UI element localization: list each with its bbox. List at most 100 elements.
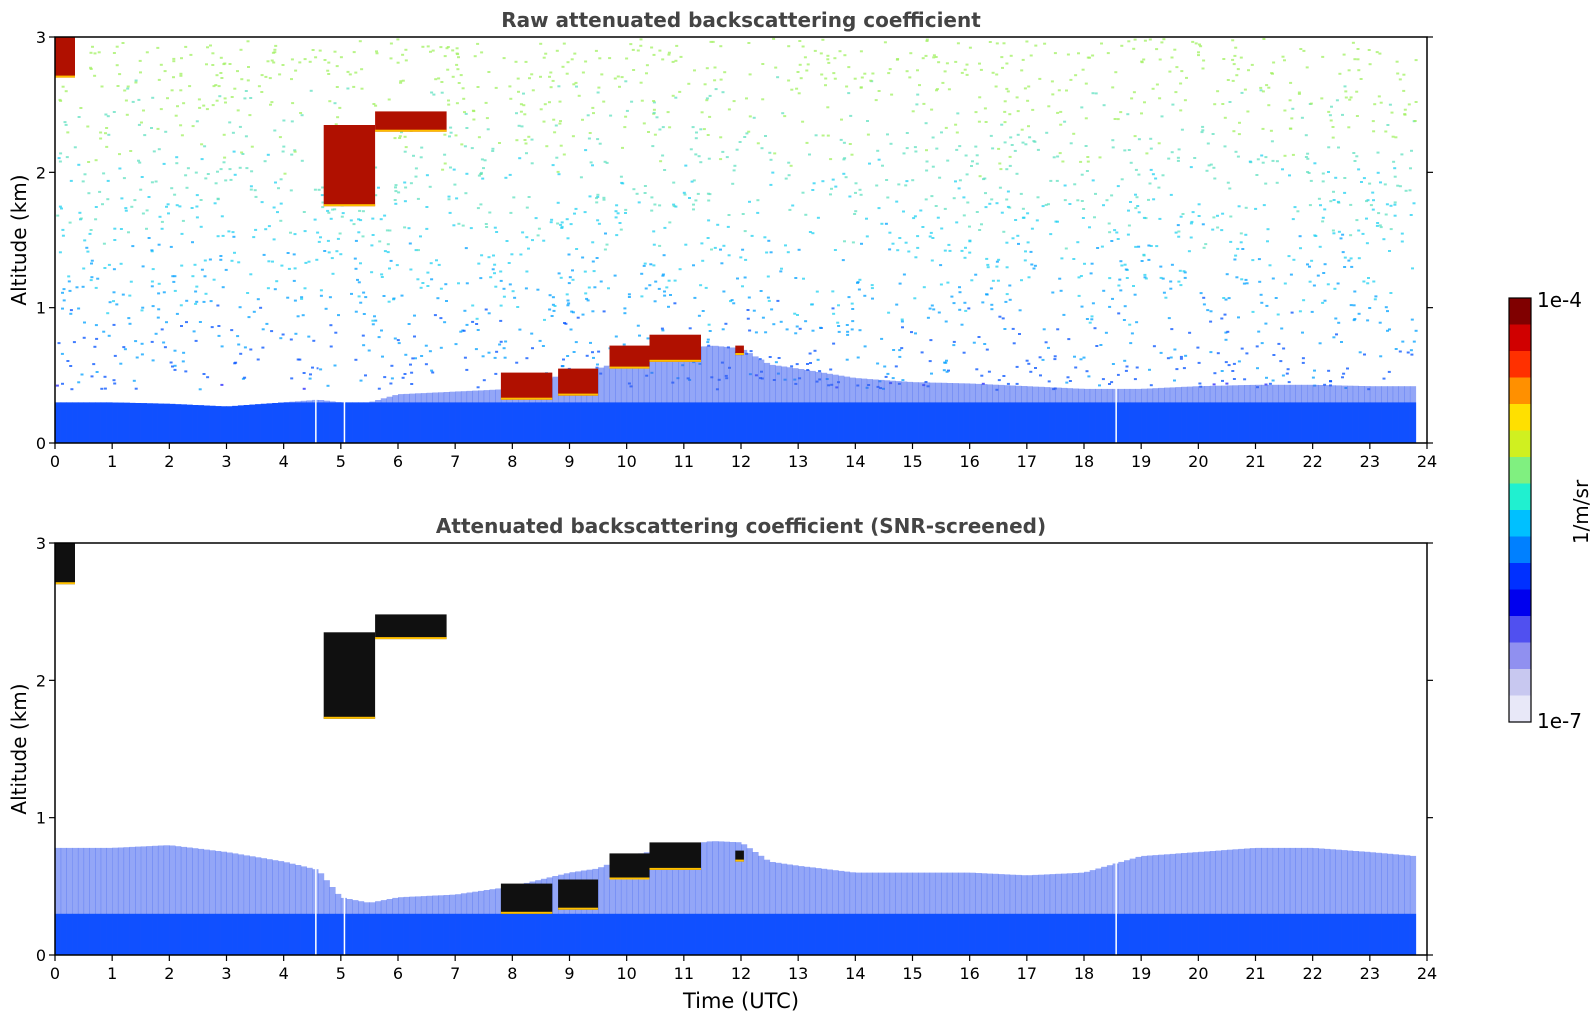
noise-pixel — [1248, 160, 1252, 163]
noise-pixel — [260, 91, 264, 93]
aerosol-core — [786, 913, 793, 955]
aerosol-core — [803, 402, 811, 443]
noise-pixel — [140, 176, 144, 178]
noise-pixel — [1179, 357, 1183, 360]
noise-pixel — [984, 192, 987, 195]
noise-pixel — [844, 176, 848, 179]
noise-pixel — [1130, 97, 1134, 100]
noise-pixel — [843, 240, 846, 243]
aerosol-core — [1215, 913, 1222, 955]
noise-pixel — [774, 66, 778, 69]
noise-pixel — [122, 346, 126, 349]
aerosol-core — [403, 402, 410, 443]
noise-pixel — [871, 72, 875, 75]
noise-pixel — [1055, 179, 1059, 182]
noise-pixel — [61, 307, 64, 310]
noise-pixel — [826, 58, 830, 61]
noise-pixel — [1202, 59, 1206, 62]
noise-pixel — [1213, 103, 1217, 106]
noise-pixel — [464, 112, 468, 115]
noise-pixel — [274, 44, 278, 47]
noise-pixel — [125, 113, 129, 116]
noise-pixel — [1135, 196, 1139, 199]
noise-pixel — [94, 286, 98, 289]
noise-pixel — [1143, 276, 1147, 279]
aerosol-core — [986, 402, 993, 443]
noise-pixel — [261, 328, 265, 331]
aerosol-core — [449, 402, 456, 443]
noise-pixel — [745, 132, 749, 135]
noise-pixel — [1057, 89, 1061, 92]
noise-pixel — [1386, 310, 1389, 313]
noise-pixel — [274, 181, 277, 184]
noise-pixel — [113, 239, 117, 241]
noise-pixel — [419, 235, 422, 238]
noise-pixel — [1191, 211, 1195, 214]
noise-pixel — [616, 75, 620, 78]
noise-pixel — [140, 309, 144, 312]
noise-pixel — [1068, 380, 1072, 382]
noise-pixel — [543, 318, 546, 321]
noise-pixel — [185, 321, 188, 324]
aerosol-core — [735, 913, 742, 955]
noise-pixel — [791, 204, 795, 207]
noise-pixel — [156, 46, 160, 49]
noise-pixel — [79, 217, 83, 220]
noise-pixel — [499, 304, 503, 307]
noise-pixel — [1029, 370, 1033, 373]
noise-pixel — [958, 145, 962, 148]
noise-pixel — [210, 326, 214, 329]
noise-pixel — [108, 301, 112, 304]
aerosol-column — [769, 862, 776, 955]
noise-pixel — [404, 59, 408, 62]
noise-pixel — [968, 225, 971, 228]
noise-pixel — [68, 221, 72, 224]
noise-pixel — [188, 85, 192, 88]
aerosol-column — [689, 347, 696, 443]
noise-pixel — [600, 73, 604, 76]
noise-pixel — [696, 192, 700, 195]
aerosol-column — [89, 847, 96, 955]
noise-pixel — [930, 259, 934, 262]
noise-pixel — [966, 201, 970, 204]
aerosol-core — [678, 913, 685, 955]
noise-pixel — [275, 280, 279, 283]
noise-pixel — [238, 306, 242, 309]
noise-pixel — [1142, 253, 1146, 256]
aerosol-column — [695, 346, 702, 443]
noise-pixel — [186, 167, 190, 170]
noise-pixel — [981, 301, 985, 304]
noise-pixel — [1270, 72, 1274, 75]
noise-pixel — [829, 158, 833, 161]
noise-pixel — [298, 61, 302, 64]
noise-pixel — [1136, 205, 1140, 207]
noise-pixel — [339, 56, 343, 59]
noise-pixel — [539, 108, 543, 111]
aerosol-core — [575, 402, 582, 443]
aerosol-core — [1352, 402, 1359, 443]
noise-pixel — [789, 164, 793, 167]
aerosol-column — [1301, 847, 1308, 955]
noise-pixel — [542, 239, 546, 242]
noise-pixel — [1299, 247, 1302, 250]
noise-pixel — [370, 244, 374, 247]
noise-pixel — [938, 176, 942, 179]
aerosol-core — [220, 406, 227, 443]
noise-pixel — [816, 358, 820, 361]
noise-pixel — [67, 275, 71, 278]
noise-pixel — [476, 386, 480, 389]
noise-pixel — [463, 309, 467, 312]
noise-pixel — [595, 197, 598, 200]
noise-pixel — [172, 57, 176, 60]
noise-pixel — [1147, 258, 1151, 261]
aerosol-core — [215, 913, 222, 955]
noise-pixel — [1155, 48, 1159, 51]
aerosol-core — [929, 913, 936, 955]
cloud-layer — [649, 842, 701, 870]
aerosol-column — [615, 859, 622, 955]
noise-pixel — [661, 154, 665, 157]
noise-pixel — [648, 284, 652, 287]
noise-pixel — [1162, 38, 1166, 41]
noise-pixel — [892, 349, 896, 351]
noise-pixel — [354, 71, 358, 74]
